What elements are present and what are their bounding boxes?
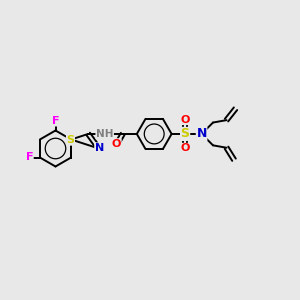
Text: O: O <box>112 139 121 149</box>
Text: S: S <box>67 135 74 145</box>
Text: O: O <box>180 115 190 124</box>
Text: S: S <box>181 128 190 140</box>
Text: N: N <box>196 128 207 140</box>
Text: F: F <box>26 152 33 163</box>
Text: N: N <box>95 143 104 153</box>
Text: F: F <box>52 116 59 126</box>
Text: O: O <box>180 143 190 153</box>
Text: NH: NH <box>96 129 113 139</box>
